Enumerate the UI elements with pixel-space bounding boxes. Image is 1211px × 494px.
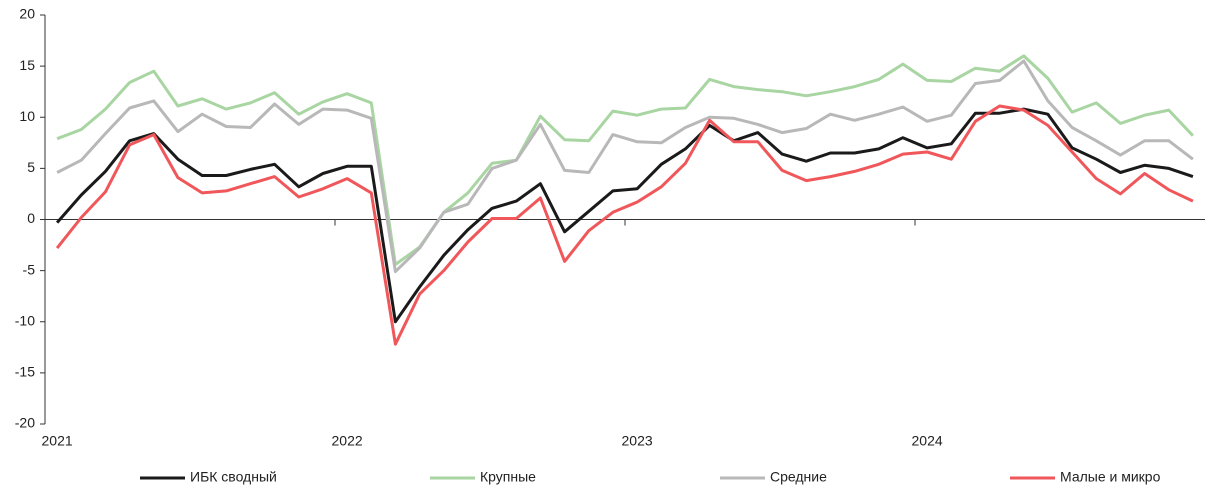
legend-label: Крупные xyxy=(480,469,536,485)
y-tick-label: 10 xyxy=(19,108,35,124)
x-tick-label: 2023 xyxy=(622,433,653,449)
legend-label: ИБК сводный xyxy=(190,469,277,485)
y-tick-label: -5 xyxy=(23,261,36,277)
y-tick-label: -20 xyxy=(15,415,35,431)
series-line xyxy=(56,59,1194,274)
y-tick-label: -15 xyxy=(15,364,35,380)
x-tick-label: 2021 xyxy=(42,433,73,449)
y-tick-label: -10 xyxy=(15,312,35,328)
y-tick-label: 5 xyxy=(27,159,35,175)
y-tick-label: 15 xyxy=(19,57,35,73)
x-tick-label: 2024 xyxy=(912,433,943,449)
legend-label: Малые и микро xyxy=(1060,469,1161,485)
legend-label: Средние xyxy=(770,469,827,485)
y-tick-label: 0 xyxy=(27,210,35,226)
series-line xyxy=(55,104,1194,346)
x-tick-label: 2022 xyxy=(332,433,363,449)
series-line xyxy=(56,54,1194,266)
y-tick-label: 20 xyxy=(19,6,35,22)
series-line xyxy=(55,107,1194,324)
